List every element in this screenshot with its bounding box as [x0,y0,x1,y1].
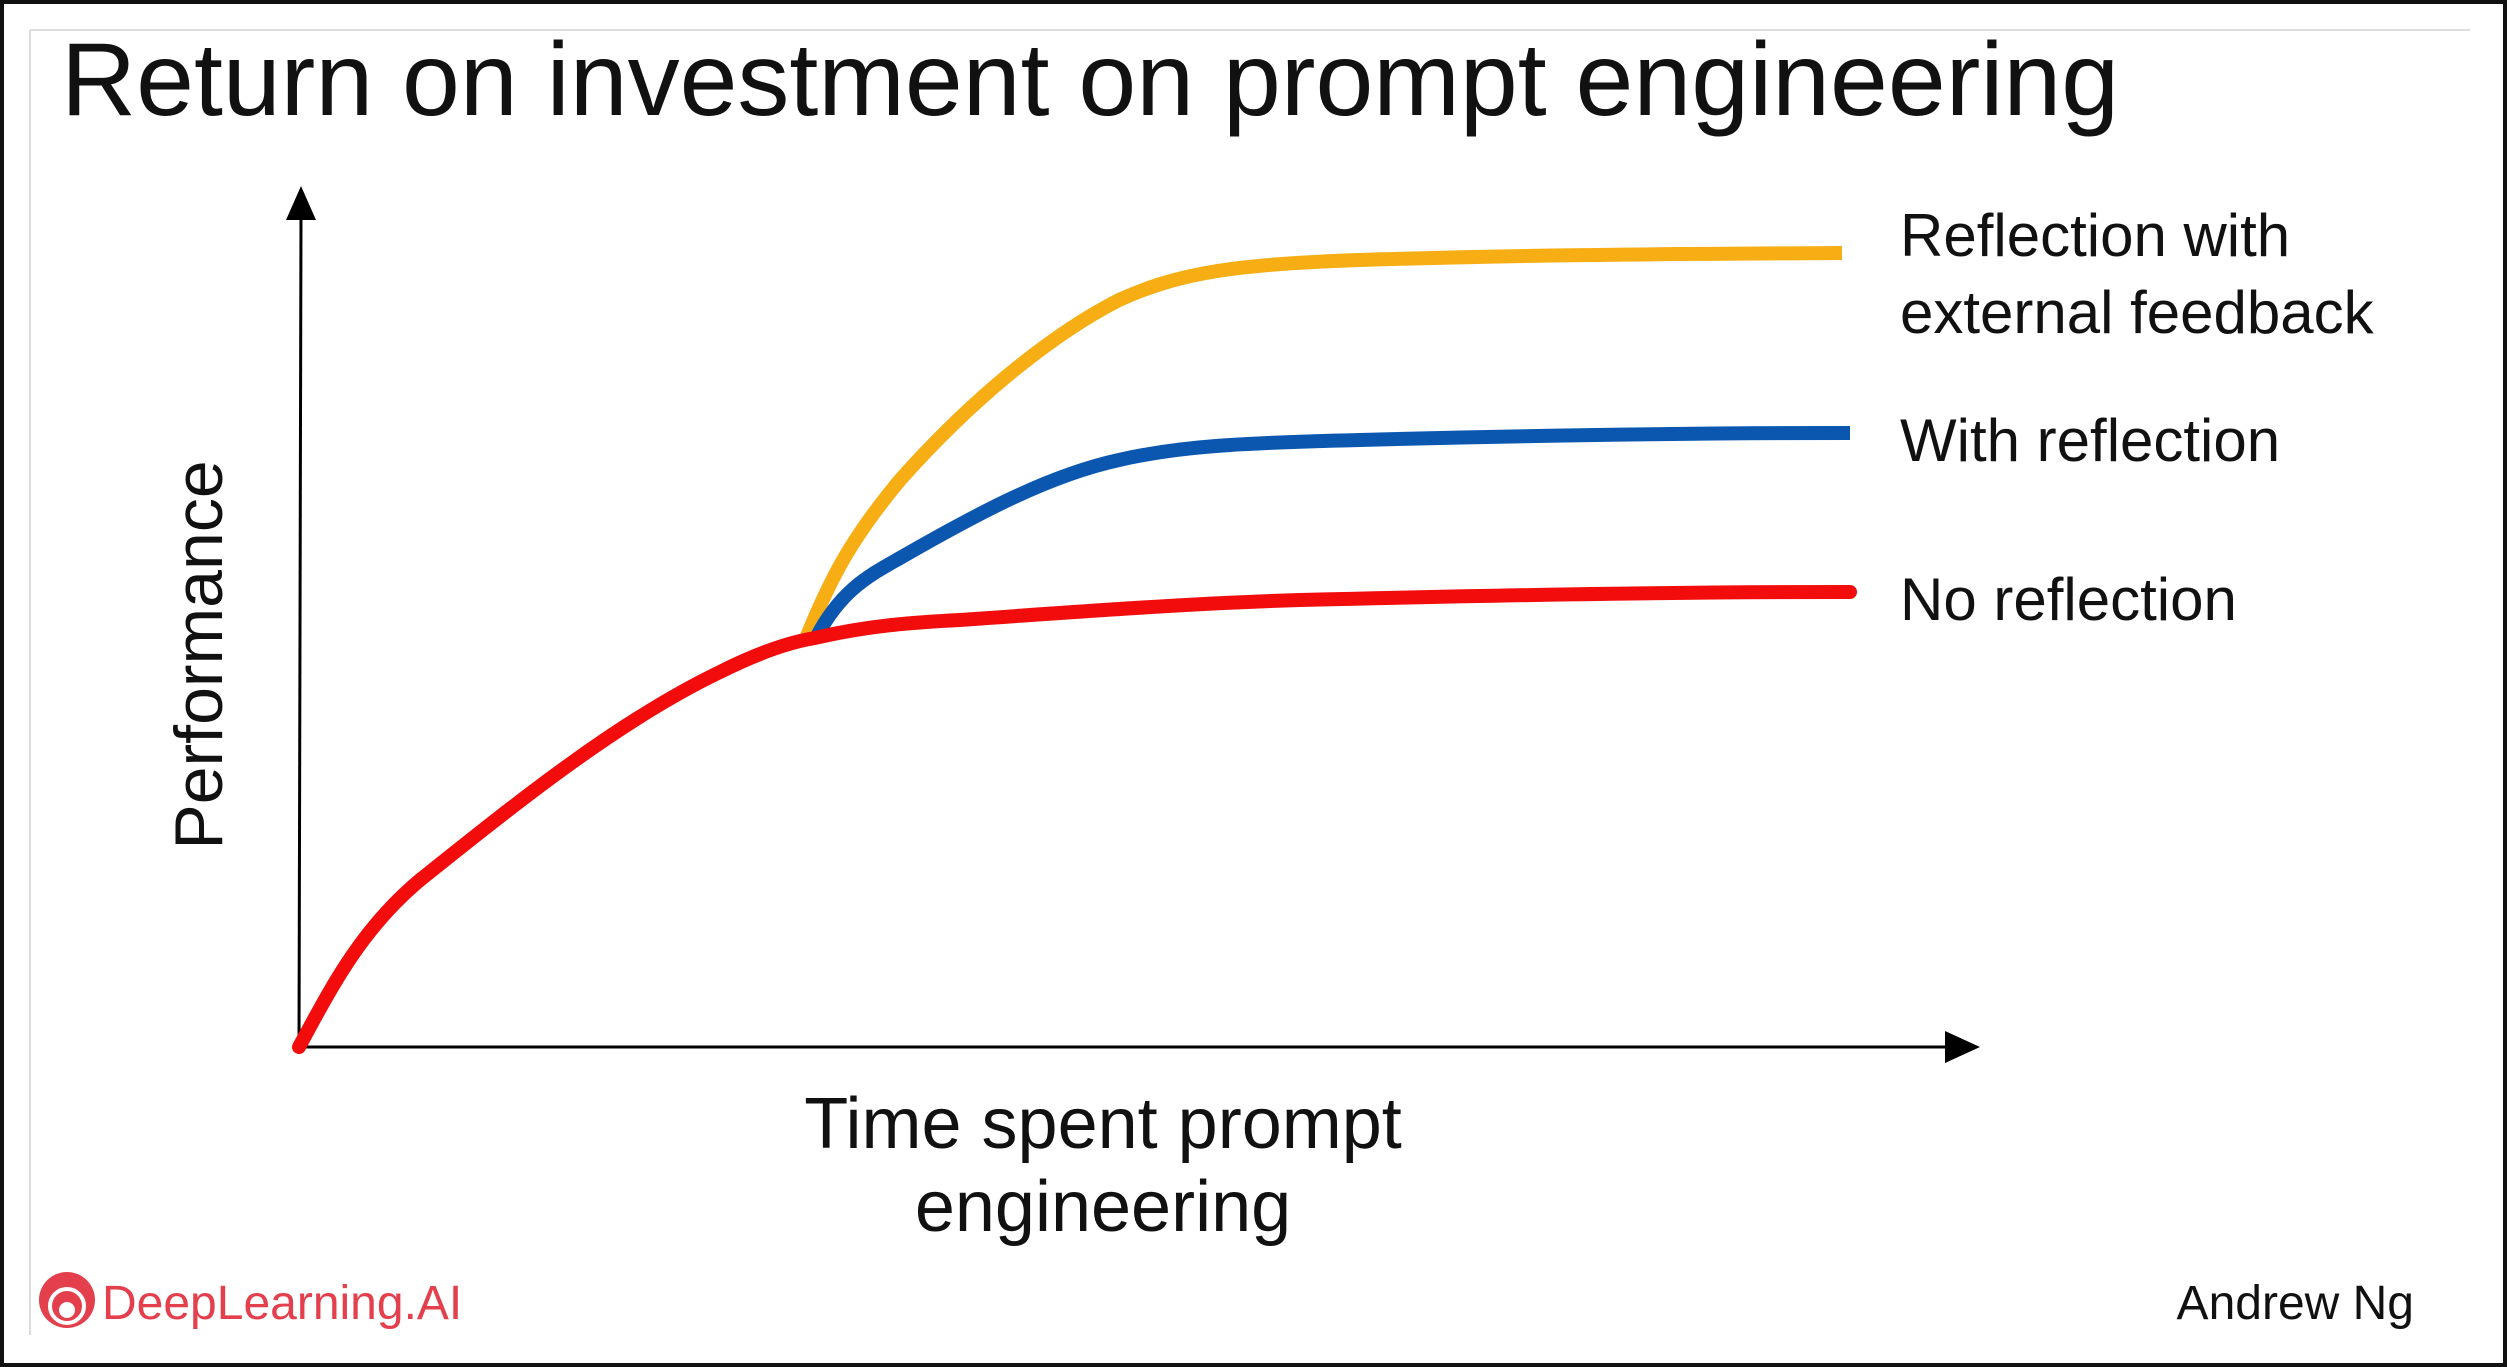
curve-no-reflection [292,585,1857,1054]
curve-with-reflection [808,426,1851,644]
x-axis-label: engineering [915,1167,1291,1247]
y-axis-label: Performance [161,460,237,849]
curve-label: external feedback [1900,279,2375,346]
curve-label: No reflection [1900,566,2237,633]
logo-text: DeepLearning.AI [102,1277,462,1330]
slide-title: Return on investment on prompt engineeri… [61,22,2119,138]
y-axis [297,211,303,1048]
author: Andrew Ng [2177,1277,2414,1330]
curve-label: With reflection [1900,407,2280,474]
curve-external-feedback [800,246,1843,639]
x-axis-arrow [1945,1031,1980,1063]
curve-label: Reflection with [1900,202,2290,269]
x-axis-label: Time spent prompt [804,1084,1402,1164]
logo-icon [39,1272,95,1328]
y-axis-arrow [286,186,316,220]
logo-icon [48,1287,86,1325]
logo-icon [59,1302,75,1318]
